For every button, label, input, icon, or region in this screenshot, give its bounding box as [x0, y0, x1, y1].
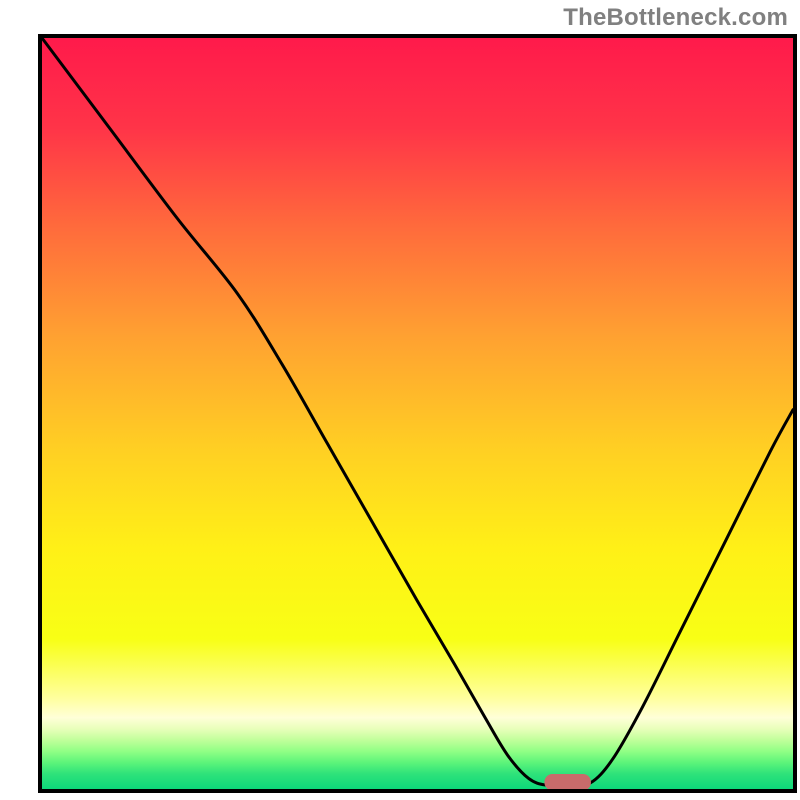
watermark-text: TheBottleneck.com	[563, 4, 788, 32]
chart-wrapper: { "meta": { "watermark": "TheBottleneck.…	[0, 0, 800, 800]
optimum-marker	[544, 774, 591, 791]
gradient-background	[42, 38, 793, 789]
bottleneck-chart	[0, 0, 800, 800]
